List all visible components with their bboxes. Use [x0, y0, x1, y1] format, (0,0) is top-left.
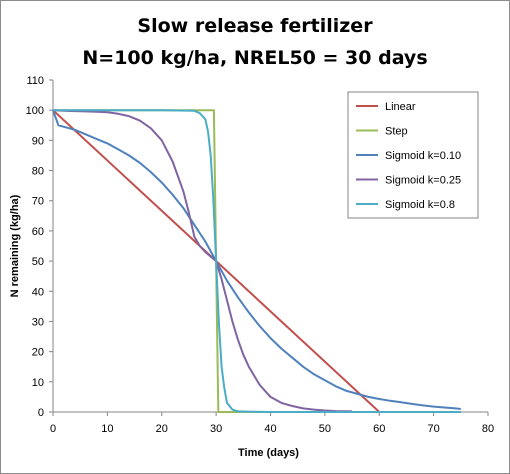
y-tick-label: 90 — [32, 135, 44, 147]
x-tick-label: 40 — [264, 423, 276, 435]
y-tick-label: 100 — [26, 105, 44, 117]
y-tick-label: 30 — [32, 316, 44, 328]
x-tick-label: 0 — [50, 423, 56, 435]
y-tick-label: 40 — [32, 286, 44, 298]
x-tick-label: 70 — [428, 423, 440, 435]
x-tick-label: 20 — [156, 423, 168, 435]
y-tick-label: 50 — [32, 256, 44, 268]
legend-label-5: Sigmoid k=0.8 — [385, 199, 455, 211]
legend-label-1: Linear — [385, 101, 416, 113]
y-tick-label: 10 — [32, 377, 44, 389]
legend-label-4: Sigmoid k=0.25 — [385, 175, 461, 187]
chart-title-line-1: Slow release fertilizer — [137, 15, 373, 37]
chart-title-line-2: N=100 kg/ha, NREL50 = 30 days — [82, 47, 428, 69]
x-tick-label: 50 — [319, 423, 331, 435]
y-tick-label: 20 — [32, 347, 44, 359]
legend-label-2: Step — [385, 126, 408, 138]
x-tick-label: 10 — [101, 423, 113, 435]
x-axis-title: Time (days) — [238, 447, 299, 459]
chart-legend: Linear Step Sigmoid k=0.10 Sigmoid k=0.25 Si… — [347, 91, 479, 219]
x-tick-label: 60 — [373, 423, 385, 435]
y-tick-label: 110 — [26, 75, 44, 87]
y-tick-label: 60 — [32, 226, 44, 238]
y-tick-label: 0 — [38, 407, 44, 419]
legend-label-3: Sigmoid k=0.10 — [385, 150, 461, 162]
series-line-3 — [52, 109, 461, 410]
y-tick-label: 70 — [32, 196, 44, 208]
legend-box — [347, 91, 479, 219]
series-line-5 — [53, 109, 461, 413]
x-tick-label: 30 — [210, 423, 222, 435]
chart-series — [52, 109, 461, 413]
x-tick-label: 80 — [482, 423, 494, 435]
y-tick-label: 80 — [32, 166, 44, 178]
series-line-4 — [52, 109, 353, 413]
y-axis-title: N remaining (kg/ha) — [9, 194, 21, 297]
